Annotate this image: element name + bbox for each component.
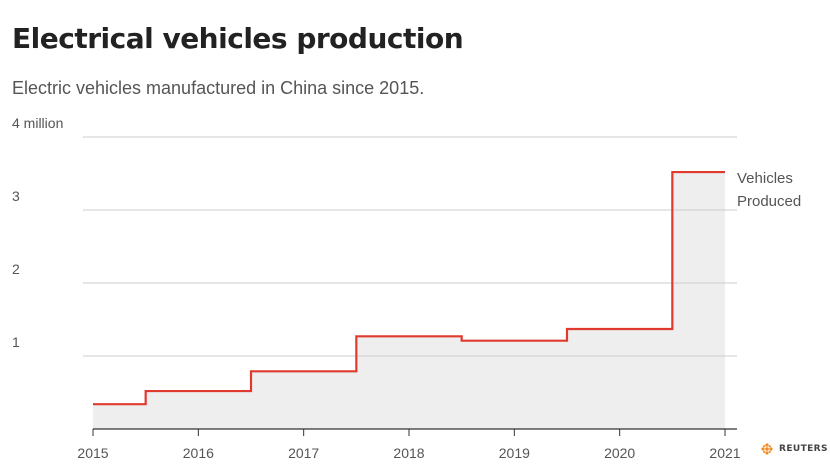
x-tick-label: 2019 [499,445,530,461]
x-tick-label: 2015 [77,445,108,461]
x-tick-label: 2016 [183,445,214,461]
series-label: Produced [737,193,801,210]
reuters-logo-text: REUTERS [779,444,828,454]
y-tick-label: 1 [12,334,20,350]
x-tick-label: 2017 [288,445,319,461]
reuters-logo-icon [761,443,773,455]
reuters-logo: REUTERS [759,441,828,457]
series-line [93,170,725,406]
series-label: Vehicles [737,170,793,187]
x-tick-label: 2021 [709,445,740,461]
y-tick-label: 2 [12,261,20,277]
y-tick-label: 3 [12,188,20,204]
series-area [93,172,725,430]
chart-subtitle: Electric vehicles manufactured in China … [12,78,425,98]
x-tick-label: 2020 [604,445,635,461]
x-tick-label: 2018 [393,445,424,461]
y-tick-label: 4 million [12,115,63,131]
chart-title: Electrical vehicles production [12,22,464,55]
